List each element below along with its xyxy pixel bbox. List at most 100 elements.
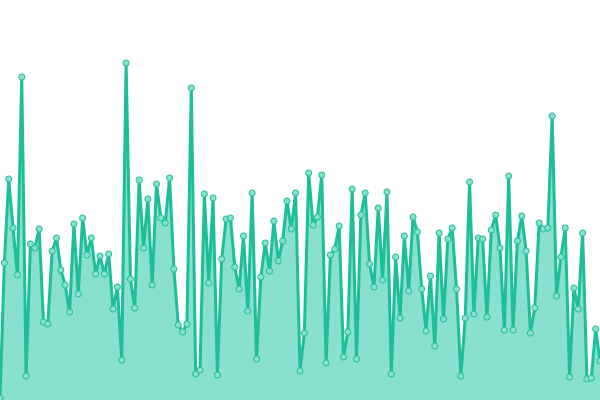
data-point-43: [183, 320, 191, 328]
data-point-111: [479, 235, 487, 243]
data-point-26: [109, 305, 117, 313]
data-point-18: [74, 290, 82, 298]
data-point-131: [566, 373, 574, 381]
data-point-65: [279, 237, 287, 245]
data-point-23: [96, 252, 104, 260]
data-point-85: [366, 260, 374, 268]
data-point-129: [557, 253, 565, 261]
data-point-106: [457, 372, 465, 380]
data-point-119: [513, 237, 521, 245]
data-point-86: [370, 283, 378, 291]
data-point-95: [409, 213, 417, 221]
data-point-33: [139, 244, 147, 252]
data-point-37: [157, 214, 165, 222]
data-point-4: [13, 271, 21, 279]
data-point-62: [266, 267, 274, 275]
data-point-116: [500, 326, 508, 334]
data-point-56: [239, 232, 247, 240]
data-point-59: [253, 355, 261, 363]
area-fill: [0, 63, 600, 400]
data-point-87: [374, 204, 382, 212]
data-point-42: [179, 328, 187, 336]
data-point-134: [579, 229, 587, 237]
data-point-80: [344, 328, 352, 336]
data-point-29: [122, 59, 130, 67]
data-point-127: [548, 112, 556, 120]
data-point-12: [48, 247, 56, 255]
data-point-27: [113, 283, 121, 291]
data-point-113: [487, 226, 495, 234]
data-point-11: [44, 320, 52, 328]
data-point-128: [553, 292, 561, 300]
data-point-82: [353, 355, 361, 363]
data-point-117: [505, 172, 513, 180]
data-point-83: [357, 211, 365, 219]
data-point-107: [461, 314, 469, 322]
data-point-6: [22, 372, 30, 380]
data-point-84: [361, 189, 369, 197]
data-point-108: [466, 178, 474, 186]
data-point-58: [248, 189, 256, 197]
data-point-38: [161, 219, 169, 227]
data-point-54: [231, 263, 239, 271]
data-point-70: [300, 329, 308, 337]
data-point-25: [105, 250, 113, 258]
data-point-68: [292, 189, 300, 197]
data-point-35: [148, 281, 156, 289]
data-point-64: [274, 257, 282, 265]
data-point-76: [326, 251, 334, 259]
data-point-96: [413, 228, 421, 236]
data-point-101: [435, 229, 443, 237]
data-point-126: [544, 224, 552, 232]
data-point-51: [218, 255, 226, 263]
data-point-60: [257, 273, 265, 281]
data-point-100: [431, 342, 439, 350]
data-point-2: [5, 175, 13, 183]
data-point-114: [492, 211, 500, 219]
data-point-14: [57, 266, 65, 274]
data-point-90: [387, 370, 395, 378]
data-point-57: [244, 307, 252, 315]
data-point-133: [574, 305, 582, 313]
data-point-20: [83, 251, 91, 259]
data-point-19: [79, 214, 87, 222]
data-point-30: [126, 275, 134, 283]
data-point-50: [213, 371, 221, 379]
data-point-98: [422, 327, 430, 335]
data-point-31: [131, 304, 139, 312]
data-point-136: [587, 374, 595, 382]
data-point-104: [448, 224, 456, 232]
data-point-102: [439, 315, 447, 323]
data-point-66: [283, 197, 291, 205]
data-point-9: [35, 225, 43, 233]
data-point-3: [9, 224, 17, 232]
data-point-67: [287, 225, 295, 233]
data-point-122: [526, 329, 534, 337]
data-point-73: [313, 213, 321, 221]
data-point-72: [309, 221, 317, 229]
data-point-41: [174, 321, 182, 329]
data-point-16: [66, 308, 74, 316]
data-point-99: [426, 272, 434, 280]
data-point-1: [0, 259, 8, 267]
data-point-103: [444, 235, 452, 243]
data-point-97: [418, 285, 426, 293]
data-point-71: [305, 169, 313, 177]
data-point-132: [570, 284, 578, 292]
data-point-121: [522, 247, 530, 255]
data-point-94: [405, 287, 413, 295]
data-point-120: [518, 212, 526, 220]
data-point-118: [509, 326, 517, 334]
data-point-109: [470, 310, 478, 318]
data-point-39: [166, 174, 174, 182]
data-point-89: [383, 188, 391, 196]
data-point-63: [270, 217, 278, 225]
data-point-44: [187, 84, 195, 92]
data-point-93: [400, 232, 408, 240]
data-point-137: [592, 325, 600, 333]
data-point-124: [535, 219, 543, 227]
data-point-17: [70, 220, 78, 228]
data-point-32: [135, 176, 143, 184]
data-point-45: [192, 370, 200, 378]
